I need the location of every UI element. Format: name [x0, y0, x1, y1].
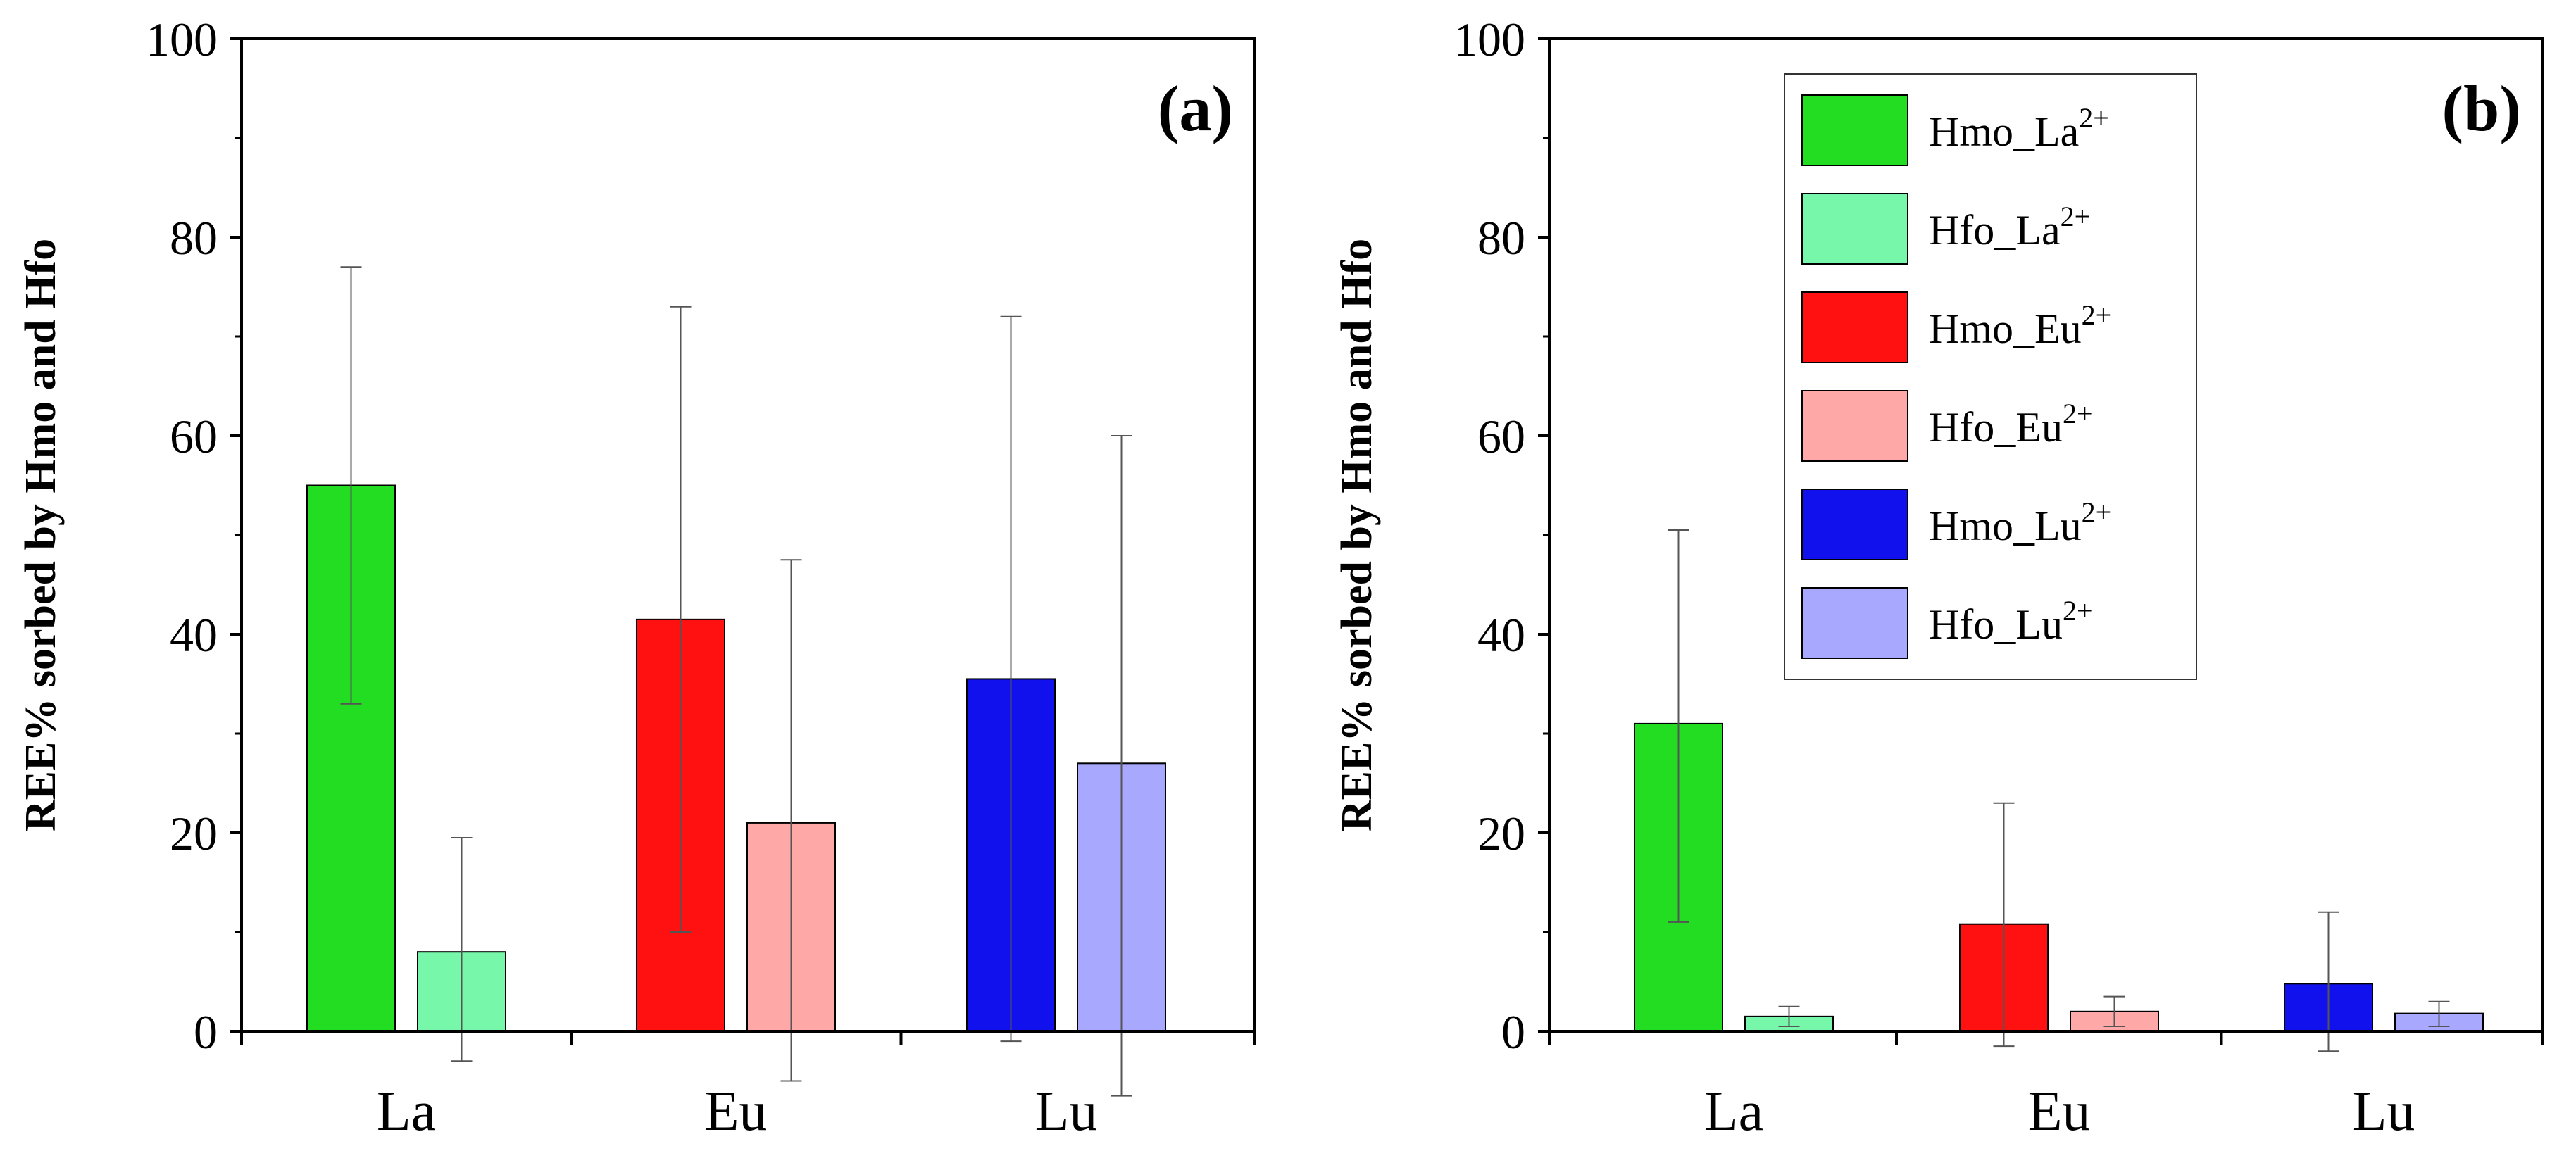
- x-category-label-eu: Eu: [2028, 1081, 2091, 1143]
- error-bar-hmo-la: [1668, 529, 1689, 923]
- y-tick-label: 80: [170, 211, 218, 265]
- x-category-label-lu: Lu: [2353, 1081, 2415, 1143]
- y-tick-label: 60: [1477, 410, 1525, 463]
- error-bar-hfo-la: [1778, 1005, 1800, 1027]
- legend-label-superscript: 2+: [2063, 398, 2093, 429]
- x-category-label-la: La: [1704, 1081, 1763, 1143]
- legend-item-hfo-eu: Hfo_Eu2+: [1801, 390, 2093, 462]
- error-bar-hmo-la: [340, 266, 362, 705]
- legend-label: Hmo_La2+: [1929, 102, 2109, 155]
- panel-label: (b): [2442, 73, 2521, 144]
- y-axis-title: REE% sorbed by Hmo and Hfo: [17, 239, 65, 831]
- error-bar-hmo-eu: [670, 306, 692, 933]
- legend-swatch: [1801, 193, 1908, 265]
- legend-label-superscript: 2+: [2082, 496, 2112, 528]
- y-tick-label: 20: [1477, 807, 1525, 860]
- legend-item-hfo-lu: Hfo_Lu2+: [1801, 587, 2093, 659]
- y-tick-label: 40: [1477, 608, 1525, 662]
- legend-label-name: Hmo_La: [1929, 108, 2079, 155]
- legend-label: Hfo_La2+: [1929, 201, 2090, 253]
- y-tick-label: 80: [1477, 211, 1525, 265]
- panel-label: (a): [1158, 73, 1233, 144]
- legend-swatch: [1801, 489, 1908, 560]
- legend-label-name: Hfo_Eu: [1929, 404, 2063, 451]
- y-tick-label: 60: [170, 410, 218, 463]
- legend-label-name: Hfo_Lu: [1929, 601, 2063, 648]
- legend-label-name: Hmo_Eu: [1929, 306, 2082, 352]
- legend-swatch: [1801, 291, 1908, 363]
- legend-item-hmo-eu: Hmo_Eu2+: [1801, 291, 2111, 363]
- legend-label: Hfo_Lu2+: [1929, 595, 2093, 648]
- legend-item-hmo-lu: Hmo_Lu2+: [1801, 489, 2111, 560]
- y-axis-title: REE% sorbed by Hmo and Hfo: [1333, 239, 1381, 831]
- legend-label: Hfo_Eu2+: [1929, 398, 2093, 451]
- legend-label-superscript: 2+: [2079, 102, 2109, 134]
- legend-swatch: [1801, 587, 1908, 659]
- error-bar-hfo-lu: [1111, 435, 1132, 1097]
- legend-label-superscript: 2+: [2061, 201, 2091, 232]
- error-bar-hfo-lu: [2428, 1000, 2450, 1027]
- legend-box: [1784, 73, 2197, 680]
- y-tick-label: 100: [1453, 13, 1525, 66]
- error-bar-hfo-eu: [2103, 995, 2125, 1027]
- legend-label-superscript: 2+: [2063, 595, 2093, 627]
- error-bar-hmo-eu: [1993, 802, 2015, 1048]
- x-category-label-lu: Lu: [1035, 1081, 1098, 1143]
- legend-swatch: [1801, 94, 1908, 166]
- y-tick-label: 40: [170, 608, 218, 662]
- x-category-label-eu: Eu: [705, 1081, 768, 1143]
- y-tick-label: 20: [170, 807, 218, 860]
- legend-item-hmo-la: Hmo_La2+: [1801, 94, 2109, 166]
- error-bar-hmo-lu: [2318, 911, 2339, 1052]
- panel-a-chart: 0 20 40 60 80 100 La Eu Lu REE% sorbed by Hmo and…: [17, 13, 1256, 1143]
- legend-label-name: Hfo_La: [1929, 207, 2061, 253]
- error-bar-hmo-lu: [1000, 315, 1022, 1043]
- legend-label-name: Hmo_Lu: [1929, 503, 2082, 549]
- legend-label-superscript: 2+: [2082, 299, 2112, 331]
- error-bar-hfo-eu: [780, 559, 802, 1082]
- y-tick-label: 100: [146, 13, 218, 66]
- y-tick-label: 0: [1501, 1005, 1525, 1059]
- legend-label: Hmo_Lu2+: [1929, 496, 2111, 549]
- panel-b-chart: 0 20 40 60 80 100 La Eu Lu REE% sorbed by Hmo and…: [1333, 13, 2544, 1143]
- y-tick-label: 0: [194, 1005, 218, 1059]
- legend-label: Hmo_Eu2+: [1929, 299, 2111, 352]
- legend-item-hfo-la: Hfo_La2+: [1801, 193, 2090, 265]
- error-bar-hfo-la: [451, 837, 473, 1062]
- x-category-label-la: La: [377, 1081, 436, 1143]
- legend-swatch: [1801, 390, 1908, 462]
- legend: Hmo_La2+Hfo_La2+Hmo_Eu2+Hfo_Eu2+Hmo_Lu2+…: [1784, 73, 2197, 680]
